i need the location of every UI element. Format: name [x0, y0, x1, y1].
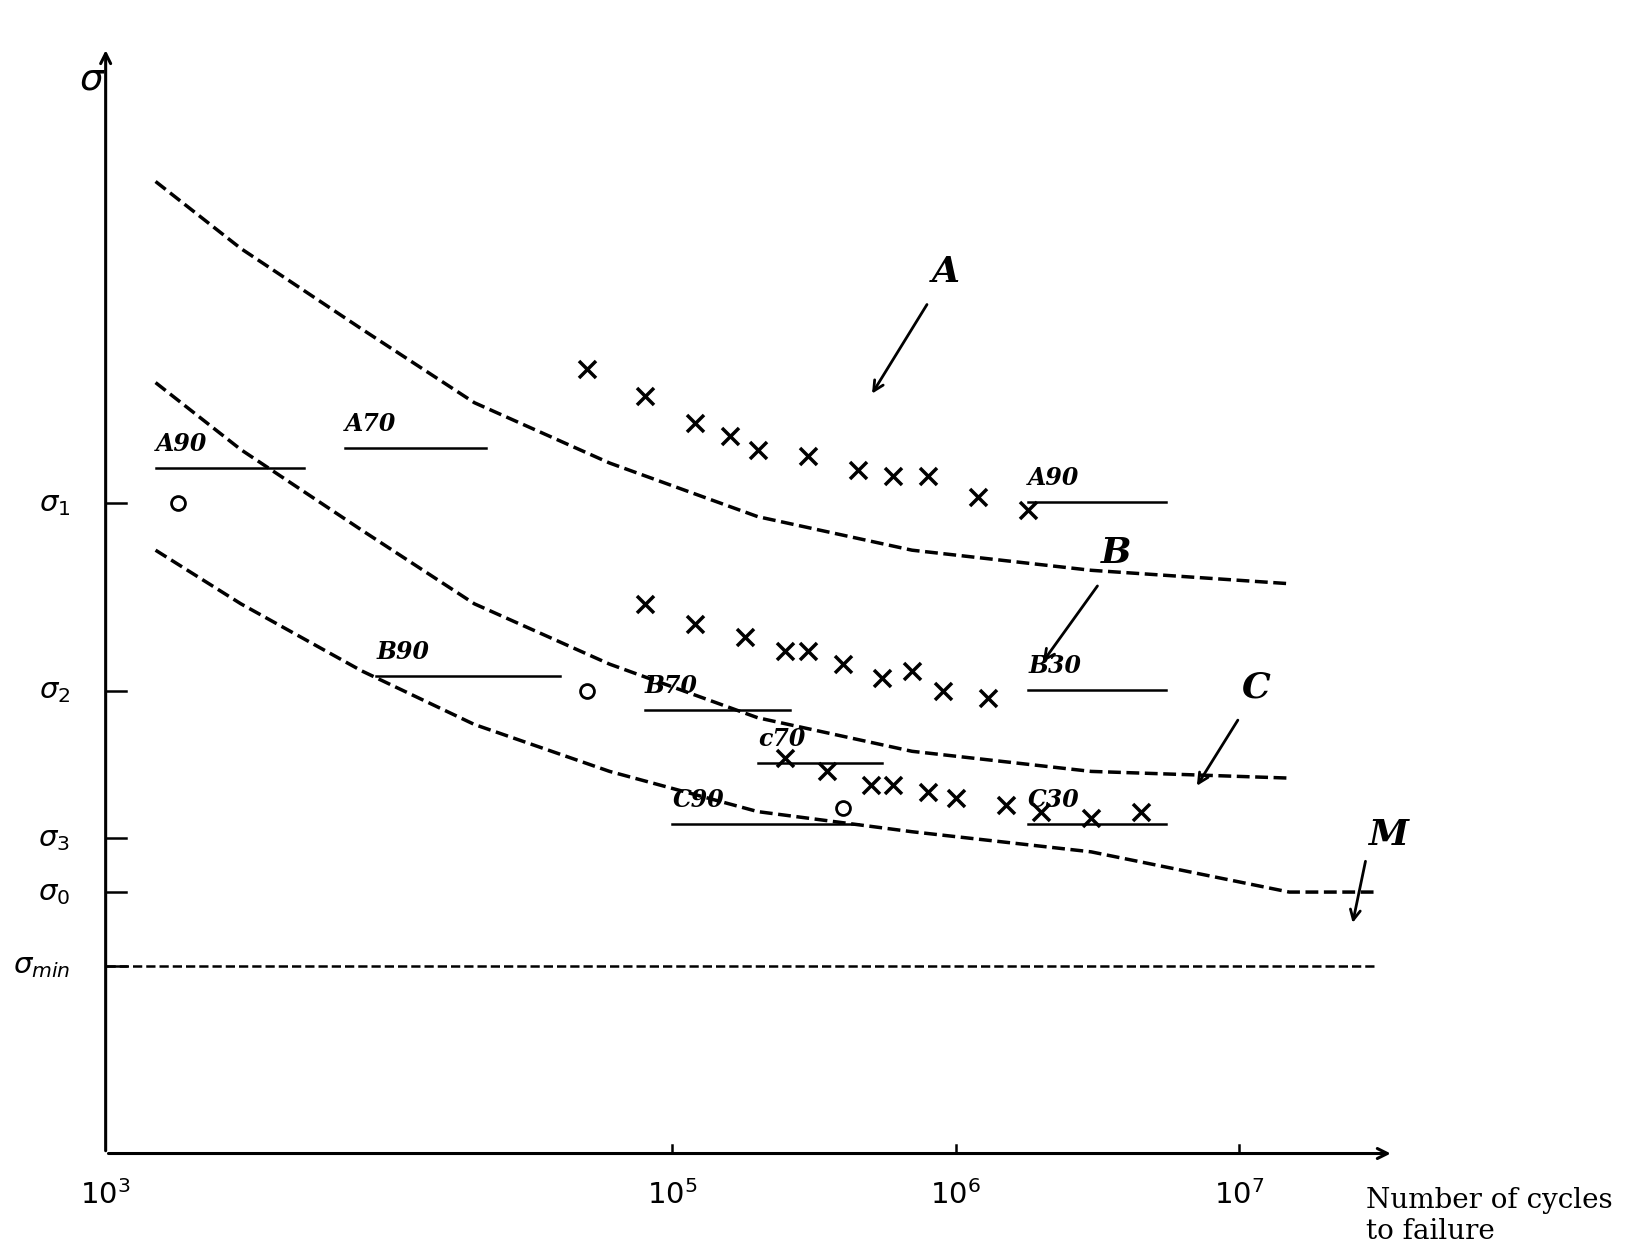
Text: A: A — [931, 255, 959, 288]
Point — [869, 667, 895, 687]
Point — [881, 775, 907, 795]
Text: A70: A70 — [345, 413, 397, 436]
Text: B: B — [1101, 537, 1131, 571]
Point — [858, 775, 884, 795]
Point — [1029, 801, 1055, 821]
Point — [965, 487, 991, 507]
Text: A90: A90 — [1029, 465, 1079, 490]
Text: $\sigma_2$: $\sigma_2$ — [39, 676, 70, 706]
Text: B30: B30 — [1029, 653, 1081, 677]
Text: $10^6$: $10^6$ — [931, 1180, 982, 1210]
Point — [772, 641, 798, 661]
Text: $10^7$: $10^7$ — [1214, 1180, 1265, 1210]
Text: Number of cycles
to failure: Number of cycles to failure — [1366, 1188, 1613, 1245]
Point — [744, 440, 770, 460]
Point — [975, 687, 1001, 707]
Text: C: C — [1242, 671, 1270, 705]
Text: $\sigma_1$: $\sigma_1$ — [39, 489, 70, 518]
Point — [164, 493, 190, 513]
Point — [718, 426, 744, 446]
Text: $\sigma_0$: $\sigma_0$ — [37, 878, 70, 907]
Point — [575, 681, 601, 701]
Point — [733, 627, 759, 647]
Point — [794, 641, 821, 661]
Point — [682, 413, 708, 433]
Text: $\sigma_3$: $\sigma_3$ — [39, 824, 70, 853]
Point — [943, 789, 969, 809]
Point — [575, 359, 601, 379]
Point — [794, 446, 821, 466]
Text: c70: c70 — [757, 727, 806, 751]
Point — [632, 594, 658, 614]
Point — [772, 747, 798, 767]
Point — [915, 781, 941, 801]
Text: $10^5$: $10^5$ — [648, 1180, 698, 1210]
Point — [1128, 801, 1154, 821]
Point — [830, 799, 856, 819]
Text: M: M — [1368, 818, 1408, 851]
Text: B70: B70 — [645, 673, 698, 697]
Point — [930, 681, 956, 701]
Text: $\sigma$: $\sigma$ — [80, 60, 106, 98]
Text: $\sigma_{min}$: $\sigma_{min}$ — [13, 952, 70, 981]
Text: A90: A90 — [156, 433, 207, 456]
Point — [881, 466, 907, 487]
Point — [814, 761, 840, 781]
Text: C90: C90 — [672, 788, 724, 811]
Point — [993, 795, 1019, 815]
Text: $10^3$: $10^3$ — [80, 1180, 130, 1210]
Text: B90: B90 — [376, 640, 430, 665]
Point — [845, 460, 871, 480]
Point — [682, 614, 708, 635]
Point — [1016, 500, 1042, 520]
Text: C30: C30 — [1029, 788, 1079, 811]
Point — [632, 386, 658, 406]
Point — [899, 661, 925, 681]
Point — [830, 655, 856, 675]
Point — [915, 466, 941, 487]
Point — [1078, 809, 1104, 829]
